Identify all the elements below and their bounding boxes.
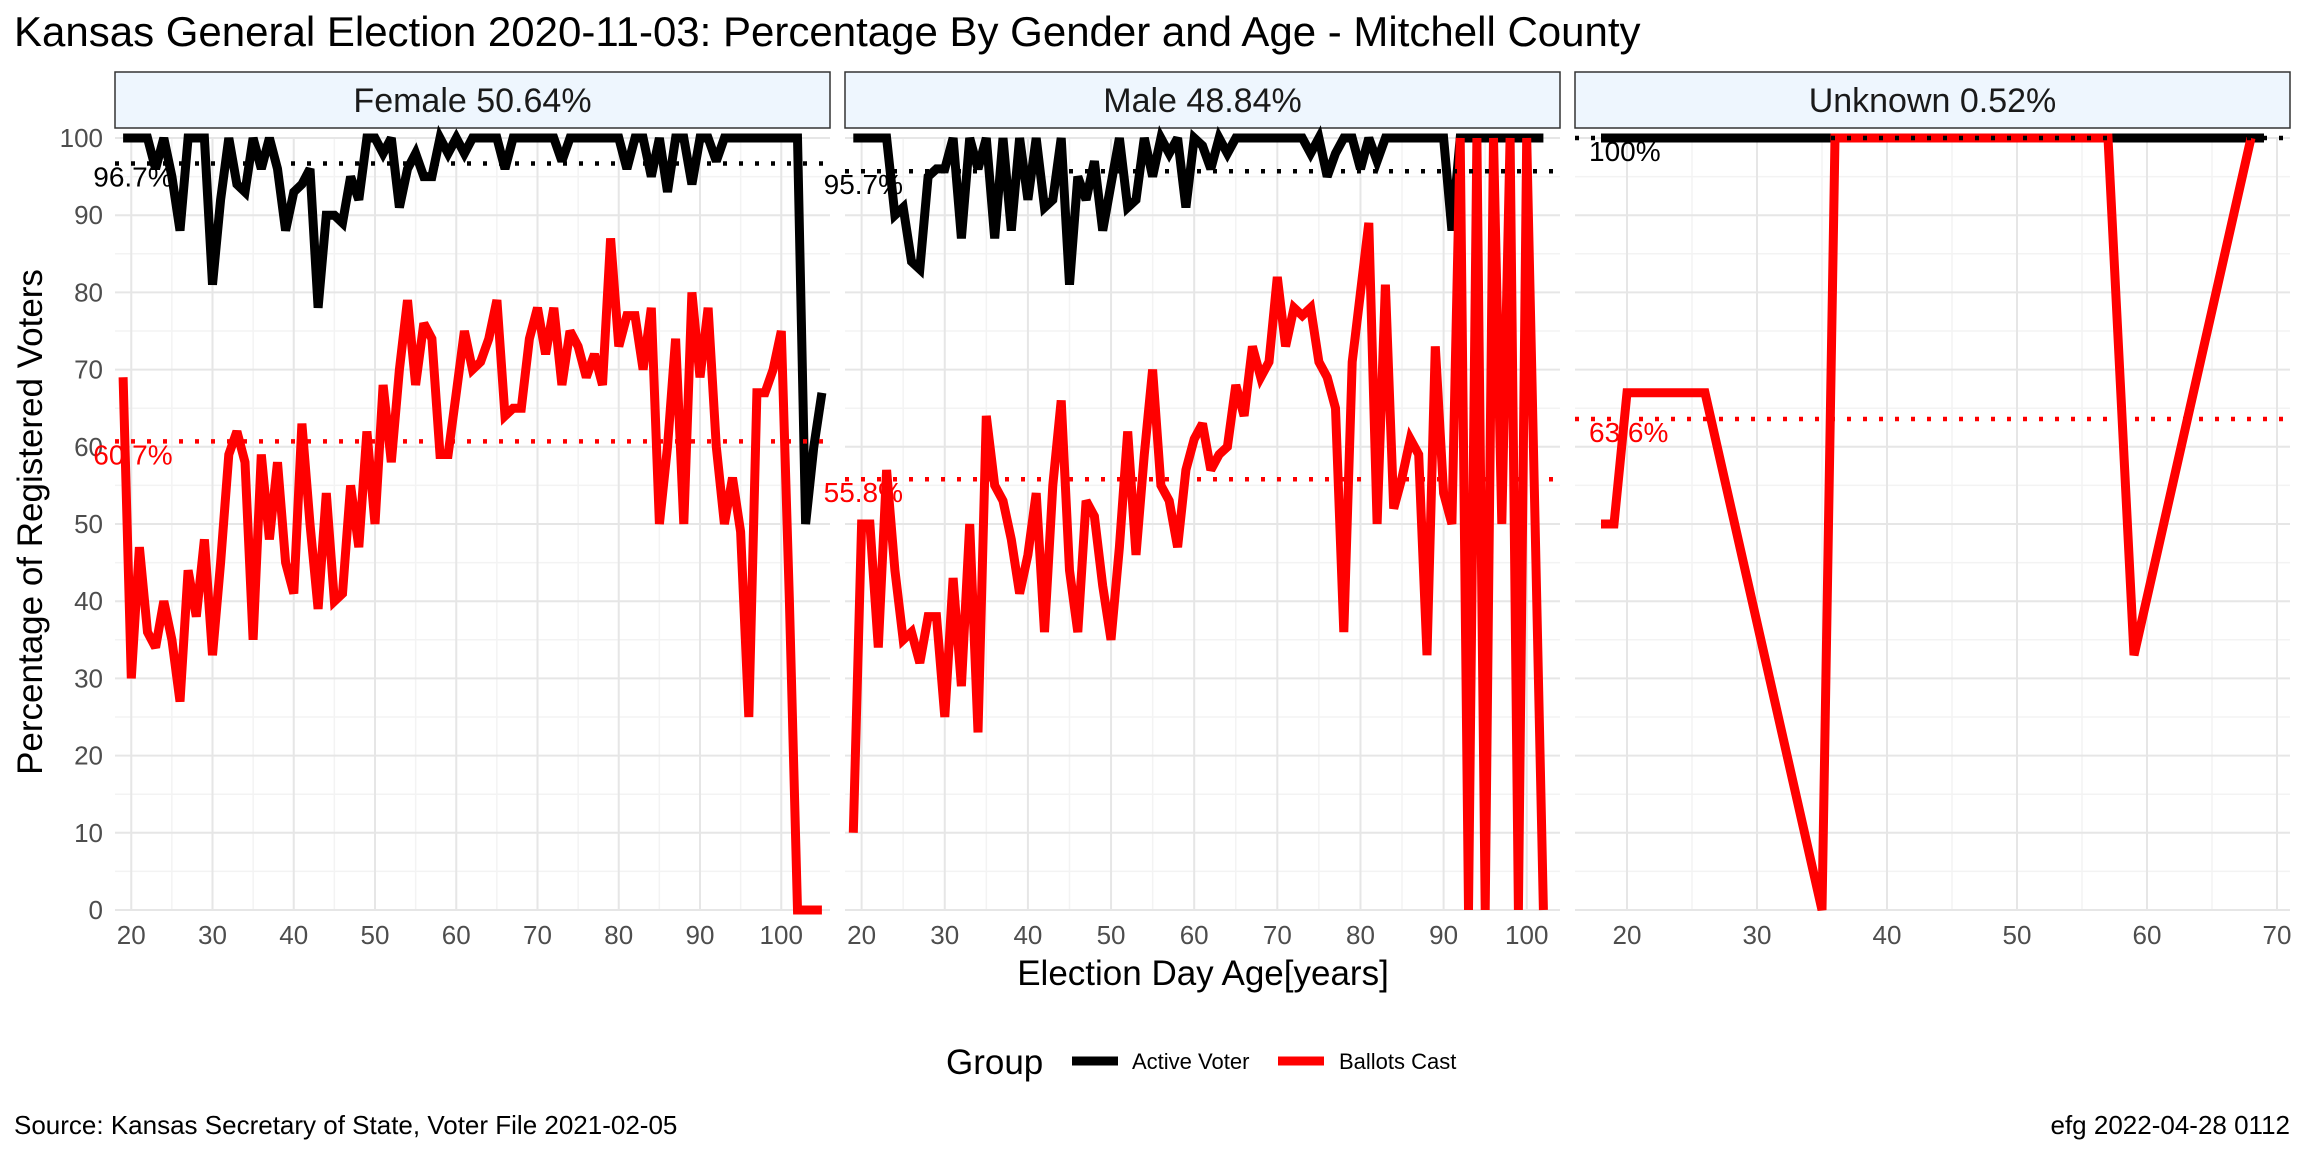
legend-label-ballots-cast: Ballots Cast	[1339, 1049, 1456, 1074]
active-mean-label: 96.7%	[93, 161, 172, 192]
x-tick-label: 20	[1613, 920, 1642, 950]
x-tick-label: 80	[604, 920, 633, 950]
x-tick-label: 20	[847, 920, 876, 950]
y-tick-label: 0	[89, 895, 103, 925]
panel-1: Female 50.64% 20 30 40 50 60 70 80 90 100 0 10 20 30 4…	[60, 71, 831, 950]
active-mean-label: 95.7%	[824, 169, 903, 200]
panel-strip	[114, 71, 831, 129]
x-tick-label: 60	[442, 920, 471, 950]
y-tick-label: 30	[74, 663, 103, 693]
caption-credit: efg 2022-04-28 0112	[2051, 1110, 2291, 1140]
x-tick-label: 70	[2263, 920, 2292, 950]
x-tick-label: 50	[2003, 920, 2032, 950]
x-tick-label: 60	[1180, 920, 1209, 950]
x-tick-label: 40	[279, 920, 308, 950]
series-active-voter	[853, 125, 1544, 286]
panel-strip-label: Male 48.84%	[1103, 82, 1301, 120]
legend-title: Group	[946, 1043, 1043, 1082]
panel-strip-label: Unknown 0.52%	[1809, 82, 2057, 120]
x-tick-label: 70	[1263, 920, 1292, 950]
y-tick-label: 100	[60, 123, 103, 153]
series-ballots-cast	[848, 137, 1548, 911]
panel-strip	[1574, 71, 2291, 129]
chart-title: Kansas General Election 2020-11-03: Perc…	[14, 8, 1641, 55]
y-tick-label: 60	[74, 432, 103, 462]
ballots-mean-label: 63.6%	[1589, 417, 1668, 448]
y-tick-label: 70	[74, 355, 103, 385]
y-tick-label: 80	[74, 277, 103, 307]
x-tick-label: 40	[1013, 920, 1042, 950]
x-tick-label: 30	[198, 920, 227, 950]
x-tick-label: 100	[760, 920, 803, 950]
x-tick-label: 50	[1097, 920, 1126, 950]
x-tick-label: 40	[1873, 920, 1902, 950]
ballots-mean-label: 60.7%	[93, 439, 172, 470]
panel-3: Unknown 0.52% 20 30 40 50 60 70 100% 63.6%	[1574, 71, 2292, 950]
caption-source: Source: Kansas Secretary of State, Voter…	[14, 1110, 677, 1140]
series-ballots-cast	[118, 238, 822, 915]
ballots-mean-label: 55.8%	[824, 477, 903, 508]
x-tick-label: 90	[686, 920, 715, 950]
x-axis-title: Election Day Age[years]	[1017, 954, 1389, 993]
y-tick-label: 20	[74, 741, 103, 771]
legend-label-active-voter: Active Voter	[1132, 1049, 1249, 1074]
x-tick-label: 30	[930, 920, 959, 950]
panel-strip-label: Female 50.64%	[353, 82, 591, 120]
y-tick-label: 90	[74, 200, 103, 230]
x-tick-label: 100	[1505, 920, 1548, 950]
y-tick-label: 50	[74, 509, 103, 539]
active-mean-label: 100%	[1589, 136, 1661, 167]
y-tick-label: 10	[74, 818, 103, 848]
panels: Female 50.64% 20 30 40 50 60 70 80 90 100 0 10 20 30 4…	[60, 71, 2292, 950]
panel-2: Male 48.84% 20 30 40 50 60 70 80 90 100 95.7% 55.8%	[824, 71, 1561, 950]
x-tick-label: 90	[1429, 920, 1458, 950]
panel-strip	[844, 71, 1561, 129]
x-tick-label: 50	[361, 920, 390, 950]
legend: Group Active Voter Ballots Cast	[946, 1043, 1456, 1082]
series-ballots-cast	[1601, 133, 2256, 911]
x-tick-label: 70	[523, 920, 552, 950]
x-tick-label: 60	[2133, 920, 2162, 950]
x-tick-label: 30	[1743, 920, 1772, 950]
x-tick-label: 80	[1346, 920, 1375, 950]
y-tick-label: 40	[74, 586, 103, 616]
x-tick-label: 20	[117, 920, 146, 950]
y-axis-title: Percentage of Registered Voters	[11, 269, 50, 775]
series-active-voter	[123, 124, 827, 525]
